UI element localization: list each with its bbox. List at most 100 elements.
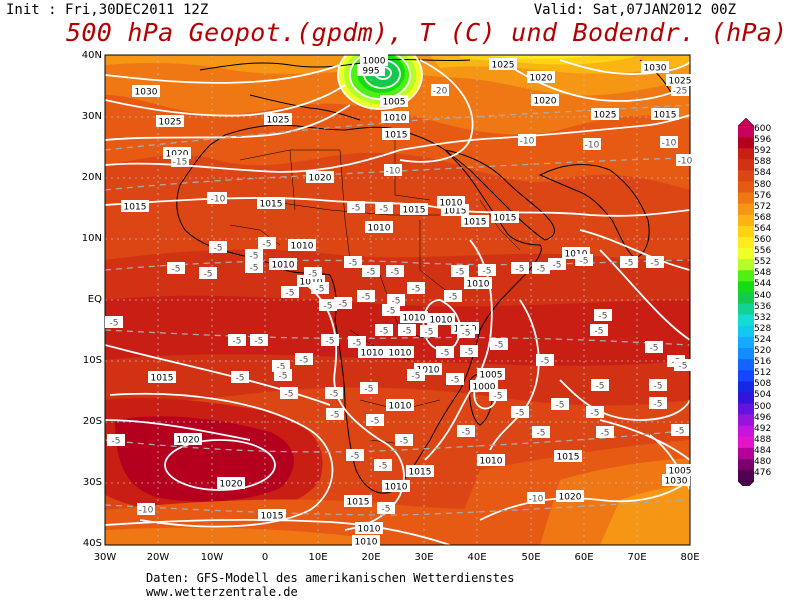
legend-value: 484 [754,445,772,456]
legend-swatch [738,392,754,404]
legend-value: 500 [754,401,772,412]
temperature-label: -5 [595,327,604,337]
lat-label: 20N [81,172,102,183]
isobar-label: 1015 [557,453,580,463]
temperature-label: -5 [495,341,504,351]
temperature-label: -20 [433,87,448,97]
temperature-label: -5 [330,390,339,400]
isobar-label: 1010 [384,114,407,124]
legend-bottom-arrow [737,480,755,486]
temperature-label: -5 [403,327,412,337]
legend-swatch [738,425,754,438]
legend-value: 520 [754,346,772,356]
temperature-label: -5 [537,265,546,275]
legend-swatch [738,281,754,293]
temperature-label: -5 [412,285,421,295]
lon-label: 40E [467,552,487,563]
isobar-label: 1025 [594,111,617,121]
lon-label: 30E [414,552,434,563]
temperature-label: -5 [654,400,663,410]
temperature-label: -5 [172,265,181,275]
temperature-label: -5 [537,429,546,439]
legend-value: 600 [754,124,772,134]
temperature-label: -5 [449,293,458,303]
temperature-label: -5 [676,427,685,437]
temperature-label: -5 [285,390,294,400]
temperature-label: -5 [483,267,492,277]
temperature-label: -5 [456,268,465,278]
lat-label: 40N [81,50,102,61]
legend-value: 588 [754,157,772,168]
temperature-label: -5 [250,252,259,262]
temperature-label: -5 [379,462,388,472]
temperature-label: -5 [277,363,286,373]
temperature-label: -10 [678,157,693,167]
legend-swatch [738,237,754,249]
temperature-label: -5 [351,452,360,462]
isobar-label: 1015 [444,207,467,217]
isobar-label: 1010 [368,224,391,234]
legend-value: 496 [754,412,772,423]
isobar-label: 1015 [654,111,677,121]
legend-swatch [738,181,754,193]
temperature-label: -5 [625,259,634,269]
isobar-label: 1010 [467,280,490,290]
isobar-label: 1010 [361,349,384,359]
temperature-label: -5 [596,382,605,392]
lon-label: 70E [627,552,647,563]
legend-value: 596 [754,135,772,146]
isobar-label: 1005 [383,98,406,108]
init-time: Init : Fri,30DEC2011 12Z [6,2,209,18]
temperature-label: -5 [352,204,361,214]
lon-label: 20W [146,552,170,563]
legend-value: 552 [754,257,772,268]
legend-value: 544 [754,279,772,290]
lat-label: 30S [82,477,102,488]
temperature-label: -5 [367,268,376,278]
temperature-label: -5 [601,429,610,439]
valid-time: Valid: Sat,07JAN2012 00Z [533,2,736,18]
legend-value: 536 [754,301,772,312]
legend-swatch [738,126,754,138]
temperature-label: -5 [516,409,525,419]
temperature-label: -5 [599,312,608,322]
temperature-label: -5 [516,265,525,275]
temperature-label: -5 [300,356,309,366]
isobar-label: 1005 [480,371,503,381]
isobar-label: 1010 [358,525,381,535]
temperature-label: -10 [520,137,535,147]
isobar-label: 1015 [464,218,487,228]
isobar-label: 1005 [669,467,692,477]
temperature-label: -5 [236,374,245,384]
temperature-label: -5 [250,264,259,274]
isobar-label: 1010 [291,242,314,252]
lon-label: 50E [521,552,541,563]
temperature-label: -5 [279,372,288,382]
isobar-label: 1015 [409,468,432,478]
isobar-label: 1020 [220,480,243,490]
isobar-label: 1010 [440,199,463,209]
temperature-label: -25 [673,87,688,97]
temperature-label: -10 [386,167,401,177]
legend-swatch [738,203,754,216]
legend-swatch [738,403,754,415]
temperature-label: -5 [326,337,335,347]
temperature-label: -5 [112,437,121,447]
legend-swatch [738,148,754,160]
isobar-label: 1025 [492,61,515,71]
temperature-label: -10 [662,139,677,149]
legend-value: 576 [754,190,772,201]
temperature-label: -5 [679,362,688,372]
isobar-label: 1015 [403,206,426,216]
temperature-label: -5 [349,259,358,269]
legend-swatch [738,470,754,482]
isobar-label: 1020 [166,150,189,160]
isobar-label: 1000 [473,383,496,393]
website-url: www.wetterzentrale.de [146,585,298,599]
temperature-label: -5 [309,270,318,280]
legend-swatch [738,336,754,349]
temperature-label: -5 [380,205,389,215]
isobar-label: 1020 [530,74,553,84]
isobar-label: 1015 [124,203,147,213]
data-source: Daten: GFS-Modell des amerikanischen Wet… [146,571,515,585]
